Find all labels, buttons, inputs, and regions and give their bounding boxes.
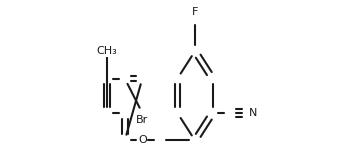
Text: CH₃: CH₃ xyxy=(97,46,118,56)
Text: F: F xyxy=(192,7,198,17)
Text: N: N xyxy=(249,108,257,118)
Text: O: O xyxy=(138,135,147,145)
Text: Br: Br xyxy=(136,115,149,125)
